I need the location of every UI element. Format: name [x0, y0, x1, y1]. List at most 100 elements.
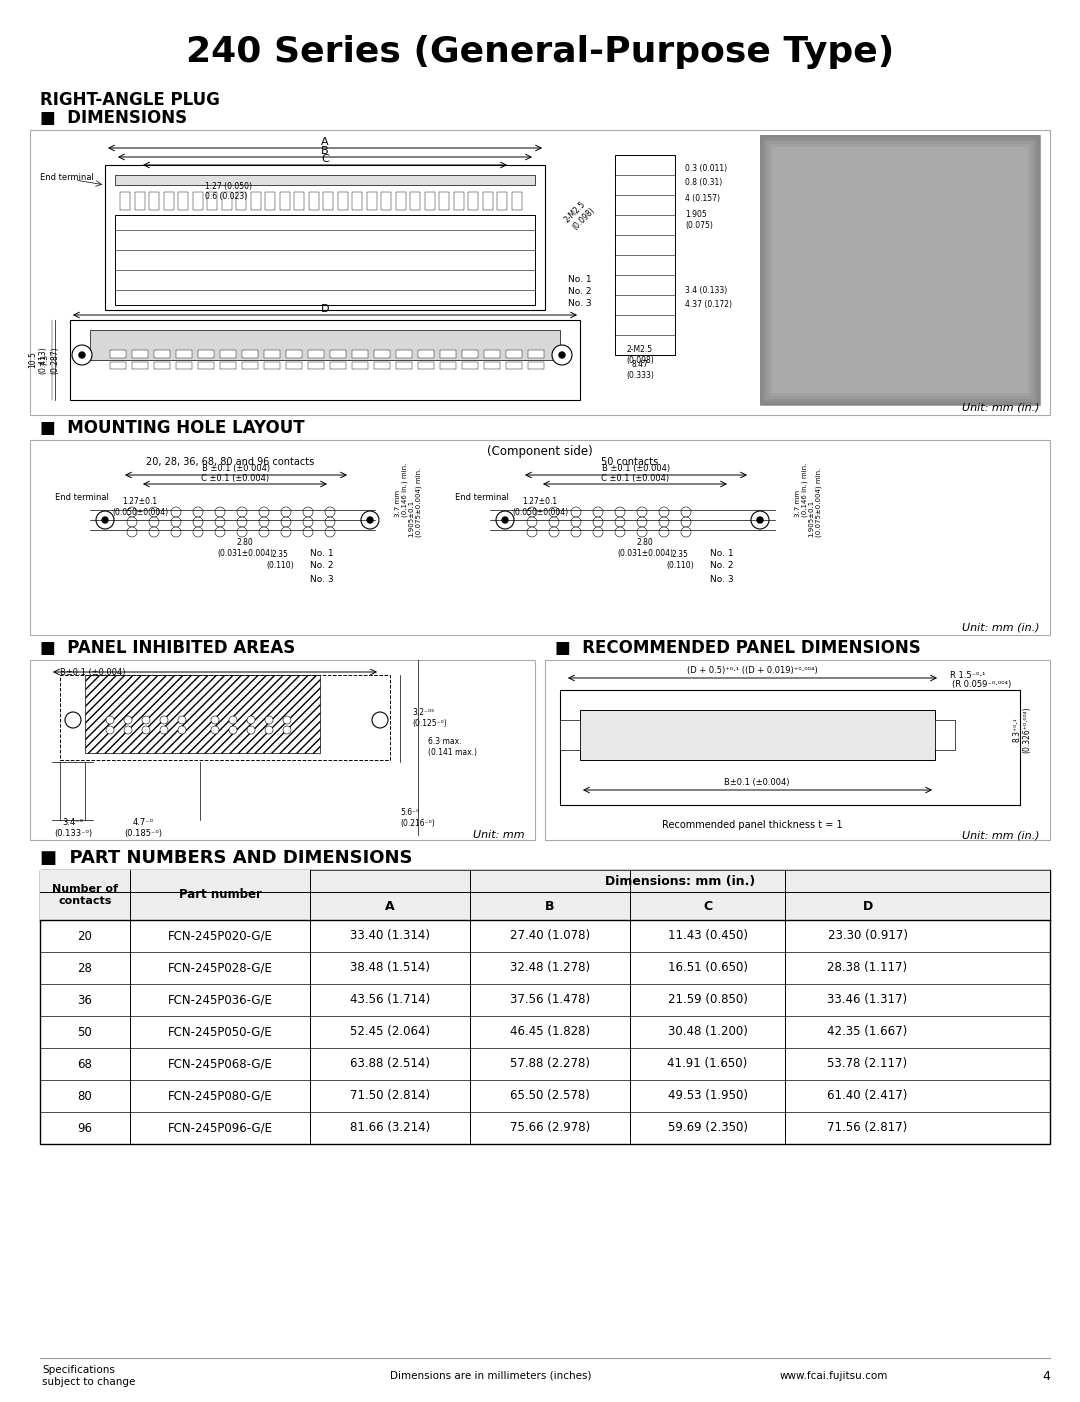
Bar — [615, 156, 675, 355]
Text: Unit: mm (in.): Unit: mm (in.) — [962, 622, 1040, 632]
Bar — [418, 350, 434, 358]
Bar — [512, 192, 522, 210]
Circle shape — [325, 527, 335, 537]
Text: C ±0.1 (±0.004): C ±0.1 (±0.004) — [600, 474, 670, 482]
Bar — [483, 192, 492, 210]
Circle shape — [127, 527, 137, 537]
Text: 75.66 (2.978): 75.66 (2.978) — [510, 1122, 590, 1134]
Bar — [286, 350, 302, 358]
Circle shape — [141, 716, 150, 723]
Text: 6.3 max.
(0.141 max.): 6.3 max. (0.141 max.) — [428, 737, 477, 757]
Circle shape — [637, 508, 647, 517]
Circle shape — [361, 510, 379, 529]
Circle shape — [193, 527, 203, 537]
Bar — [366, 192, 377, 210]
Text: B: B — [321, 146, 328, 156]
Text: ■  MOUNTING HOLE LAYOUT: ■ MOUNTING HOLE LAYOUT — [40, 419, 305, 437]
Text: 36: 36 — [78, 994, 93, 1007]
Bar — [760, 135, 1040, 405]
Text: FCN-245P068-G/E: FCN-245P068-G/E — [167, 1057, 272, 1071]
Circle shape — [79, 352, 85, 358]
Circle shape — [681, 508, 691, 517]
Text: Part number: Part number — [178, 889, 261, 901]
Text: FCN-245P036-G/E: FCN-245P036-G/E — [167, 994, 272, 1007]
Bar — [352, 192, 362, 210]
Bar — [323, 192, 333, 210]
Circle shape — [160, 716, 168, 723]
Text: 4.7⁻⁰
(0.185⁻⁰): 4.7⁻⁰ (0.185⁻⁰) — [124, 819, 162, 838]
Bar — [396, 350, 411, 358]
Text: www.fcai.fujitsu.com: www.fcai.fujitsu.com — [780, 1371, 889, 1381]
Text: 4: 4 — [1042, 1370, 1050, 1382]
Text: 33.46 (1.317): 33.46 (1.317) — [827, 994, 907, 1007]
Text: (D + 0.5)⁺⁰⋅¹ ((D + 0.019)⁺⁰⋅⁰⁰⁴): (D + 0.5)⁺⁰⋅¹ ((D + 0.019)⁺⁰⋅⁰⁰⁴) — [687, 666, 818, 676]
Text: End terminal: End terminal — [455, 494, 509, 502]
Circle shape — [215, 508, 225, 517]
Text: No. 3: No. 3 — [568, 300, 592, 308]
Text: 16.51 (0.650): 16.51 (0.650) — [667, 962, 747, 974]
Text: B ±0.1 (±0.004): B ±0.1 (±0.004) — [202, 464, 270, 474]
Circle shape — [247, 716, 255, 723]
Text: 68: 68 — [78, 1057, 93, 1071]
Circle shape — [149, 527, 159, 537]
Text: Recommended panel thickness t = 1: Recommended panel thickness t = 1 — [662, 820, 842, 830]
Bar — [70, 320, 580, 400]
Text: Specifications: Specifications — [42, 1366, 114, 1375]
Text: 23.30 (0.917): 23.30 (0.917) — [827, 930, 907, 942]
Bar — [110, 362, 126, 369]
Bar — [580, 709, 935, 760]
Circle shape — [160, 726, 168, 735]
Text: 20, 28, 36, 68, 80 and 96 contacts: 20, 28, 36, 68, 80 and 96 contacts — [146, 457, 314, 467]
Bar — [440, 362, 456, 369]
Text: 1.905±0.1
(0.075±0.004) min.: 1.905±0.1 (0.075±0.004) min. — [408, 467, 421, 537]
Bar — [192, 192, 203, 210]
Bar — [545, 660, 1050, 840]
Circle shape — [751, 510, 769, 529]
Text: 3.7 mm
(0.146 in.) min.: 3.7 mm (0.146 in.) min. — [395, 463, 408, 517]
Bar — [497, 192, 507, 210]
Text: A: A — [321, 137, 328, 147]
Bar — [221, 192, 231, 210]
Text: FCN-245P020-G/E: FCN-245P020-G/E — [167, 930, 272, 942]
Bar — [85, 674, 320, 753]
Circle shape — [571, 508, 581, 517]
Text: No. 1: No. 1 — [310, 548, 334, 558]
Text: 50: 50 — [78, 1025, 93, 1039]
Circle shape — [659, 527, 669, 537]
Text: 2-M2.5
(0.098): 2-M2.5 (0.098) — [626, 345, 653, 365]
Circle shape — [681, 517, 691, 527]
Circle shape — [571, 527, 581, 537]
Text: 0.6 (0.023): 0.6 (0.023) — [205, 192, 247, 200]
Circle shape — [615, 527, 625, 537]
Text: C: C — [703, 900, 712, 913]
Circle shape — [127, 517, 137, 527]
Bar — [294, 192, 303, 210]
Circle shape — [171, 527, 181, 537]
Circle shape — [502, 517, 508, 523]
Text: No. 1: No. 1 — [568, 276, 592, 285]
Circle shape — [303, 517, 313, 527]
Circle shape — [527, 527, 537, 537]
Bar — [60, 674, 390, 760]
Bar — [561, 721, 580, 750]
Circle shape — [237, 527, 247, 537]
Bar — [135, 192, 145, 210]
Circle shape — [215, 517, 225, 527]
Circle shape — [637, 517, 647, 527]
Bar — [374, 350, 390, 358]
Bar — [395, 192, 405, 210]
Text: ■  DIMENSIONS: ■ DIMENSIONS — [40, 109, 187, 128]
Bar — [337, 192, 348, 210]
Text: 2-M2.5
(0.098): 2-M2.5 (0.098) — [563, 198, 596, 231]
Circle shape — [178, 716, 186, 723]
Bar — [410, 192, 420, 210]
Bar — [766, 142, 1034, 400]
Bar — [330, 362, 346, 369]
Text: 21.59 (0.850): 21.59 (0.850) — [667, 994, 747, 1007]
Bar — [198, 350, 214, 358]
Bar — [561, 690, 1020, 805]
Text: 1.905
(0.075): 1.905 (0.075) — [685, 210, 713, 230]
Bar — [308, 350, 324, 358]
Text: 2.35
(0.110): 2.35 (0.110) — [666, 551, 693, 569]
Bar — [30, 660, 535, 840]
